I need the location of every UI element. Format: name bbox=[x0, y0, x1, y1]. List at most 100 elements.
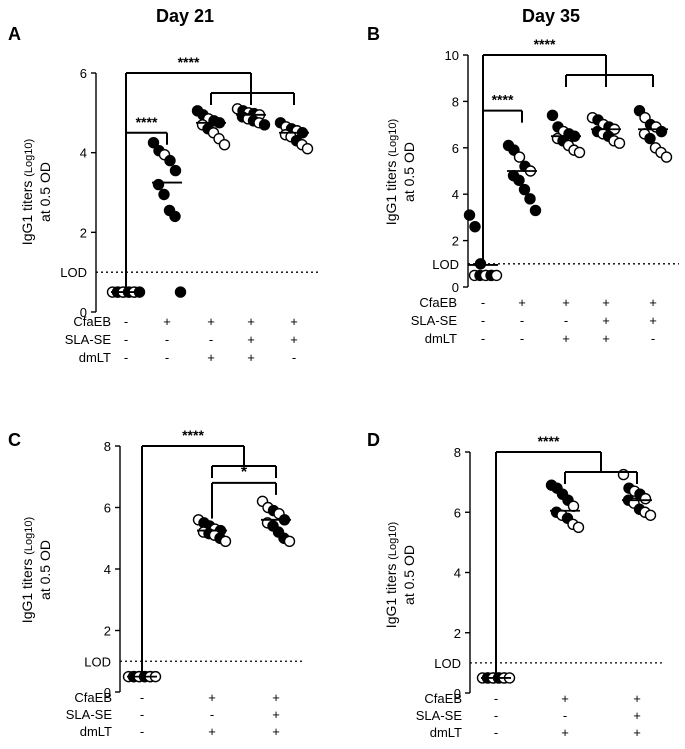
condition-sign: + bbox=[649, 313, 657, 328]
y-tick-label: 4 bbox=[104, 562, 111, 577]
lod-label: LOD bbox=[84, 654, 111, 669]
condition-sign: - bbox=[494, 708, 498, 723]
data-point bbox=[524, 193, 536, 205]
significance-label: **** bbox=[492, 92, 514, 108]
condition-sign: - bbox=[165, 350, 169, 365]
condition-sign: - bbox=[481, 295, 485, 310]
data-point bbox=[572, 521, 585, 534]
condition-sign: - bbox=[140, 724, 144, 739]
y-axis-label-units: (Log10) bbox=[23, 139, 35, 177]
condition-label: CfaEB bbox=[73, 314, 111, 329]
y-tick-label: 0 bbox=[104, 685, 111, 700]
y-tick-label: 8 bbox=[454, 445, 461, 460]
data-point bbox=[529, 204, 542, 217]
condition-sign: + bbox=[207, 350, 215, 365]
condition-sign: - bbox=[165, 332, 169, 347]
y-axis-label-main: IgG1 titers bbox=[383, 560, 399, 628]
condition-sign: - bbox=[651, 331, 655, 346]
condition-sign: - bbox=[124, 314, 128, 329]
data-point bbox=[644, 132, 656, 145]
y-axis-label-line2: at 0.5 OD bbox=[37, 540, 53, 600]
data-point bbox=[147, 137, 160, 149]
condition-sign: + bbox=[633, 691, 641, 706]
condition-sign: + bbox=[247, 314, 255, 329]
data-point bbox=[283, 535, 296, 548]
significance-label: **** bbox=[182, 427, 204, 443]
y-tick-label: 6 bbox=[452, 141, 459, 156]
condition-sign: - bbox=[481, 313, 485, 328]
condition-label: dmLT bbox=[430, 725, 462, 740]
y-tick-label: 6 bbox=[454, 505, 461, 520]
condition-sign: + bbox=[602, 295, 610, 310]
condition-label: SLA-SE bbox=[411, 313, 458, 328]
condition-label: dmLT bbox=[80, 724, 112, 739]
y-tick-label: 2 bbox=[80, 225, 87, 240]
y-tick-label: 2 bbox=[454, 626, 461, 641]
condition-sign: + bbox=[208, 724, 216, 739]
condition-sign: + bbox=[649, 295, 657, 310]
condition-sign: + bbox=[272, 707, 280, 722]
y-tick-label: 6 bbox=[80, 66, 87, 81]
data-point bbox=[644, 509, 657, 521]
condition-label: CfaEB bbox=[419, 295, 457, 310]
y-tick-label: 4 bbox=[80, 146, 87, 161]
y-axis-label-units: (Log10) bbox=[23, 517, 35, 555]
data-point bbox=[218, 138, 231, 151]
condition-label: SLA-SE bbox=[416, 708, 463, 723]
significance-label: **** bbox=[534, 36, 556, 52]
condition-label: dmLT bbox=[79, 350, 111, 365]
y-tick-label: 6 bbox=[104, 501, 111, 516]
condition-sign: - bbox=[124, 350, 128, 365]
y-tick-label: 0 bbox=[452, 280, 459, 295]
condition-sign: - bbox=[564, 313, 568, 328]
condition-label: CfaEB bbox=[424, 691, 462, 706]
data-point bbox=[164, 154, 176, 167]
condition-label: SLA-SE bbox=[66, 707, 113, 722]
y-tick-label: 8 bbox=[104, 439, 111, 454]
data-point bbox=[469, 220, 481, 233]
y-axis-label-line2: at 0.5 OD bbox=[37, 162, 53, 222]
y-tick-label: 8 bbox=[452, 94, 459, 109]
condition-sign: + bbox=[562, 331, 570, 346]
condition-sign: - bbox=[210, 707, 214, 722]
y-axis-label-units: (Log10) bbox=[387, 522, 399, 560]
panel-b: B Day 35 IgG1 titers (Log10)at 0.5 OD 0 2 4 6 8… bbox=[367, 6, 679, 346]
condition-sign: + bbox=[518, 295, 526, 310]
panel-label: A bbox=[8, 24, 21, 44]
condition-sign: + bbox=[272, 724, 280, 739]
significance-label: **** bbox=[136, 114, 158, 130]
panel-label: C bbox=[8, 430, 21, 450]
lod-label: LOD bbox=[60, 265, 87, 280]
condition-sign: + bbox=[247, 350, 255, 365]
condition-sign: - bbox=[209, 332, 213, 347]
condition-sign: + bbox=[602, 331, 610, 346]
data-point bbox=[490, 269, 503, 282]
condition-sign: + bbox=[247, 332, 255, 347]
data-point bbox=[219, 535, 232, 548]
condition-sign: + bbox=[602, 313, 610, 328]
condition-label: CfaEB bbox=[74, 690, 112, 705]
y-axis-label: IgG1 titers (Log10)at 0.5 OD bbox=[383, 119, 417, 225]
y-axis-label: IgG1 titers (Log10)at 0.5 OD bbox=[19, 139, 53, 245]
data-point bbox=[660, 151, 673, 163]
data-point bbox=[513, 174, 525, 186]
condition-sign: - bbox=[520, 331, 524, 346]
data-point bbox=[546, 109, 559, 122]
y-tick-label: 4 bbox=[454, 566, 461, 581]
y-axis-label-main: IgG1 titers bbox=[383, 157, 399, 225]
condition-label: dmLT bbox=[425, 331, 457, 346]
condition-sign: + bbox=[561, 691, 569, 706]
data-point bbox=[258, 119, 271, 131]
data-point bbox=[158, 188, 170, 201]
significance-label: * bbox=[241, 464, 248, 481]
y-tick-label: 2 bbox=[104, 624, 111, 639]
data-point bbox=[567, 500, 580, 512]
significance-label: **** bbox=[538, 433, 560, 449]
condition-sign: + bbox=[290, 314, 298, 329]
y-axis-label-line2: at 0.5 OD bbox=[401, 142, 417, 202]
panel-a: A Day 21 IgG1 titers (Log10)at 0.5 OD 0 2 4 6 L… bbox=[8, 6, 320, 365]
condition-sign: - bbox=[563, 708, 567, 723]
panel-d: D IgG1 titers (Log10)at 0.5 OD 0 2 4 6 8 LOD Cfa… bbox=[367, 430, 663, 740]
data-point bbox=[169, 210, 181, 223]
